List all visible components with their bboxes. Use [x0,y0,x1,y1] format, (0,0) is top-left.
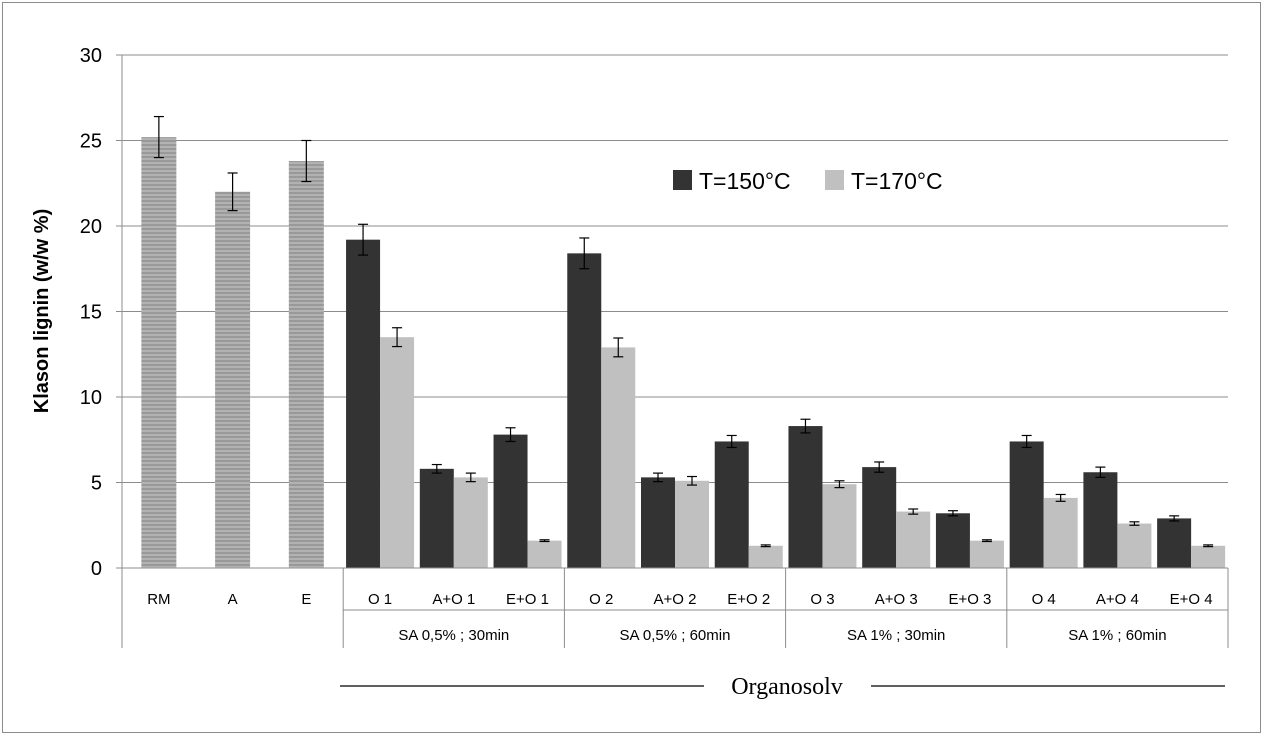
x-tick-label: E [301,591,311,608]
x-tick-label: A [228,591,238,608]
bar-t-170-c-o-2 [601,347,636,568]
x-tick-label: E+O 3 [948,591,991,608]
bar-t-150-c-e-o-4 [1157,518,1192,568]
group-label: SA 1% ; 60min [1068,627,1166,644]
legend-swatch-t-150-c [673,170,692,190]
bar-t-170-c-e-o-1 [527,540,562,568]
x-axis: RM A E O 1 A+O 1 E+O 1 O 2 A+O 2 E+O 2 O 3 A+O 3 E+… [121,567,1229,648]
bars [141,137,1226,569]
y-tick-labels: 0 5 10 15 20 25 30 [80,45,102,580]
x-tick-label: A+O 2 [654,591,697,608]
legend: T=150°C T=170°C [673,168,943,194]
x-tick-label: E+O 4 [1170,591,1213,608]
bar-t-150-c-e-o-2 [714,441,749,568]
bar-t-170-c-e-o-2 [748,545,783,568]
bar-t-170-c-o-1 [380,337,415,568]
x-tick-label: O 4 [1032,591,1056,608]
x-tick-label: A+O 4 [1096,591,1139,608]
bar-t-170-c-a-o-4 [1117,523,1152,568]
y-tick-label: 0 [91,558,102,580]
bar-reference-e [288,161,324,568]
bar-reference-rm [141,137,177,568]
legend-label: T=170°C [851,168,943,194]
bar-t-170-c-o-4 [1043,497,1078,568]
bar-t-150-c-a-o-3 [862,467,897,568]
legend-label: T=150°C [699,168,791,194]
x-tick-label: E+O 1 [506,591,549,608]
group-label: SA 1% ; 30min [847,627,945,644]
bar-reference-a [215,191,251,569]
x-tick-label: A+O 1 [432,591,475,608]
organosolv-label: Organosolv [731,674,843,700]
x-tick-label: RM [147,591,170,608]
bar-t-150-c-o-4 [1009,441,1044,568]
y-axis-title: Klason lignin (w/w %) [31,209,53,413]
y-tick-label: 25 [80,131,102,153]
bar-t-170-c-e-o-3 [969,540,1004,568]
bar-t-170-c-a-o-2 [675,480,709,568]
x-tick-label: O 1 [368,591,392,608]
bar-t-150-c-o-3 [788,426,823,568]
group-label: SA 0,5% ; 30min [398,627,509,644]
x-tick-label: E+O 2 [727,591,770,608]
group-label: SA 0,5% ; 60min [620,627,731,644]
bar-t-150-c-e-o-3 [935,513,970,568]
y-tick-label: 15 [80,302,102,324]
organosolv-bracket: Organosolv [340,674,1225,700]
bar-t-150-c-e-o-1 [493,434,528,568]
bar-t-170-c-a-o-1 [453,477,488,568]
y-tick-label: 5 [91,473,102,495]
error-bars [153,115,1214,548]
y-tick-label: 10 [80,387,102,409]
legend-swatch-t-170-c [825,170,844,190]
bar-t-170-c-e-o-4 [1191,545,1226,568]
bar-t-150-c-o-1 [346,239,381,568]
bar-t-170-c-a-o-3 [896,511,931,568]
bar-t-150-c-a-o-1 [419,468,454,568]
bar-t-150-c-a-o-2 [641,477,675,568]
y-tick-label: 20 [80,216,102,238]
x-tick-label: O 3 [810,591,834,608]
y-tick-label: 30 [80,45,102,67]
bar-t-170-c-o-3 [822,484,857,568]
x-tick-label: O 2 [589,591,613,608]
bar-t-150-c-o-2 [567,253,602,569]
bar-t-150-c-a-o-4 [1083,472,1118,568]
x-tick-label: A+O 3 [875,591,918,608]
